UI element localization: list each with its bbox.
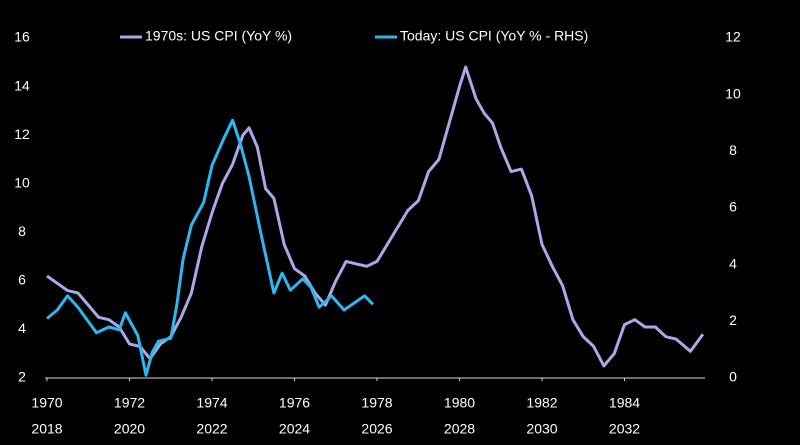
x-tick-label: 1984	[609, 395, 640, 411]
x-tick-label: 1974	[196, 395, 227, 411]
x2-tick-label: 2026	[361, 421, 392, 437]
x-tick-label: 1976	[279, 395, 310, 411]
x2-tick-label: 2030	[526, 421, 557, 437]
x2-tick-label: 2022	[196, 421, 227, 437]
x-tick-label: 1972	[114, 395, 145, 411]
x-tick-label: 1978	[361, 395, 392, 411]
x-tick-label: 1982	[526, 395, 557, 411]
x2-tick-label: 2028	[444, 421, 475, 437]
x-tick-label: 1970	[31, 395, 62, 411]
y-tick-label: 10	[14, 174, 30, 190]
series-line	[46, 118, 374, 377]
y-tick-label: 4	[18, 320, 26, 336]
y2-tick-label: 6	[729, 199, 737, 215]
y2-tick-label: 2	[729, 312, 737, 328]
y2-tick-label: 12	[725, 29, 741, 45]
x-tick-label: 1980	[444, 395, 475, 411]
series-line	[46, 65, 705, 368]
x2-tick-label: 2032	[609, 421, 640, 437]
y2-tick-label: 8	[729, 142, 737, 158]
y2-tick-label: 0	[729, 369, 737, 385]
legend-label: 1970s: US CPI (YoY %)	[145, 28, 292, 44]
legend-label: Today: US CPI (YoY % - RHS)	[400, 28, 588, 44]
y-tick-label: 6	[18, 272, 26, 288]
y2-tick-label: 4	[729, 255, 737, 271]
y-tick-label: 14	[14, 77, 30, 93]
x2-tick-label: 2020	[114, 421, 145, 437]
y-tick-label: 16	[14, 29, 30, 45]
x2-tick-label: 2024	[279, 421, 310, 437]
y-tick-label: 12	[14, 126, 30, 142]
y2-tick-label: 10	[725, 85, 741, 101]
y-tick-label: 2	[18, 369, 26, 385]
y-tick-label: 8	[18, 223, 26, 239]
x2-tick-label: 2018	[31, 421, 62, 437]
